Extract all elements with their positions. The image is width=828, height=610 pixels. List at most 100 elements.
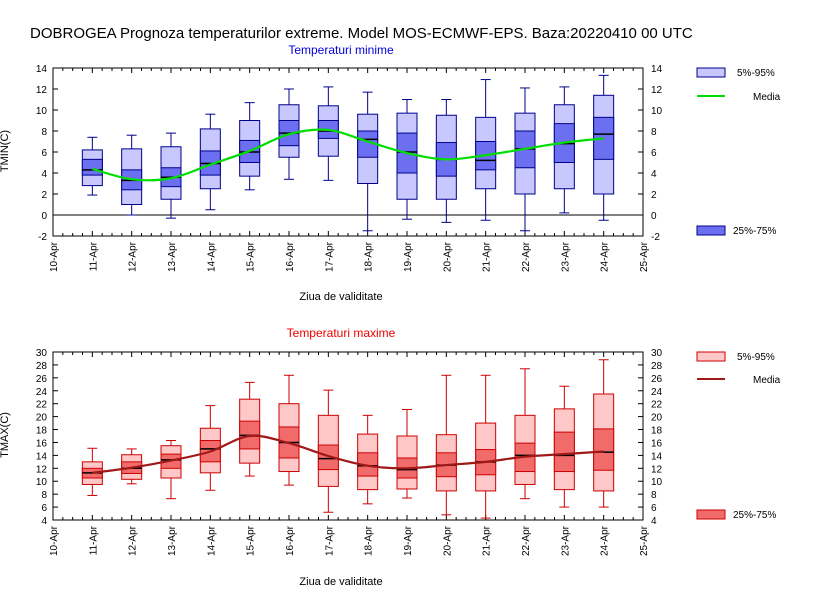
tmin-legend-box-swatch <box>696 225 726 236</box>
tmin-panel: Temperaturi minime TMIN(C) Ziua de valid… <box>0 43 781 303</box>
tmin-ytick-label-right: 12 <box>651 85 663 96</box>
tmax-ytick-label-left: 18 <box>36 426 48 437</box>
tmin-xtick-label: 24-Apr <box>600 241 611 272</box>
tmax-xtick-label: 22-Apr <box>521 525 532 556</box>
tmax-mean-line <box>92 434 604 474</box>
tmin-xtick-label: 18-Apr <box>364 241 375 272</box>
tmax-legend: 5%-95% Media 25%-75% <box>696 351 781 521</box>
tmin-legend-whisker-label: 5%-95% <box>737 68 775 79</box>
tmin-ytick-label-right: 2 <box>651 190 657 201</box>
tmax-chart-title: Temperaturi maxime <box>287 326 396 340</box>
tmax-ytick-label-right: 24 <box>651 387 663 398</box>
tmax-xtick-label: 14-Apr <box>206 525 217 556</box>
tmin-ytick-label-right: 14 <box>651 64 663 75</box>
main-title: DOBROGEA Prognoza temperaturilor extreme… <box>30 25 693 42</box>
tmax-ytick-label-right: 26 <box>651 374 663 385</box>
tmin-legend-whisker-swatch <box>696 67 726 78</box>
tmax-xtick-label: 16-Apr <box>285 525 296 556</box>
tmax-ytick-label-right: 18 <box>651 426 663 437</box>
tmin-p25-p75-box <box>81 158 103 176</box>
tmin-ytick-label-left: -2 <box>38 232 47 243</box>
tmax-p25-p75-box <box>593 428 615 471</box>
tmax-marks <box>81 359 615 519</box>
tmax-xtick-label: 11-Apr <box>88 525 99 555</box>
tmin-xtick-label: 19-Apr <box>403 241 414 272</box>
tmax-ytick-label-left: 24 <box>36 387 48 398</box>
tmax-xtick-label: 15-Apr <box>246 525 257 556</box>
tmax-xtick-label: 10-Apr <box>49 525 60 556</box>
tmin-ytick-label-left: 2 <box>41 190 47 201</box>
tmax-xtick-label: 21-Apr <box>482 525 493 556</box>
tmax-ytick-label-left: 4 <box>41 516 47 527</box>
tmax-ytick-label-right: 12 <box>651 464 663 475</box>
tmin-ytick-label-left: 4 <box>41 169 47 180</box>
tmax-ytick-label-right: 10 <box>651 477 663 488</box>
tmin-xtick-label: 17-Apr <box>324 241 335 272</box>
tmax-xtick-label: 20-Apr <box>442 525 453 556</box>
tmax-y-axis-label: TMAX(C) <box>0 412 11 458</box>
tmax-ytick-label-right: 16 <box>651 438 663 449</box>
tmax-ytick-label-right: 28 <box>651 361 663 372</box>
tmin-xtick-label: 25-Apr <box>639 241 650 272</box>
tmax-ytick-label-right: 8 <box>651 490 657 501</box>
tmax-legend-mean-label: Media <box>753 375 781 386</box>
tmax-ytick-label-left: 10 <box>36 477 48 488</box>
tmax-ytick-label-left: 8 <box>41 490 47 501</box>
tmin-xtick-label: 14-Apr <box>206 241 217 272</box>
tmin-ytick-label-left: 6 <box>41 148 47 159</box>
tmin-xtick-label: 22-Apr <box>521 241 532 272</box>
tmax-xtick-label: 18-Apr <box>364 525 375 556</box>
tmin-xtick-label: 12-Apr <box>128 241 139 272</box>
tmin-ytick-label-right: 0 <box>651 211 657 222</box>
tmax-xtick-label: 12-Apr <box>128 525 139 556</box>
tmax-ytick-label-left: 6 <box>41 503 47 514</box>
tmax-ytick-label-left: 22 <box>36 400 48 411</box>
tmin-legend: 5%-95% Media 25%-75% <box>696 67 781 237</box>
tmin-ytick-label-left: 14 <box>36 64 48 75</box>
tmin-chart-title: Temperaturi minime <box>288 43 394 57</box>
tmin-marks <box>81 74 615 232</box>
tmax-legend-box-label: 25%-75% <box>733 510 776 521</box>
tmin-legend-mean-label: Media <box>753 92 781 103</box>
tmin-xtick-label: 16-Apr <box>285 241 296 272</box>
tmax-ytick-label-right: 30 <box>651 348 663 359</box>
tmax-ytick-label-left: 28 <box>36 361 48 372</box>
tmin-ytick-label-left: 0 <box>41 211 47 222</box>
tmin-xtick-label: 15-Apr <box>246 241 257 272</box>
tmax-legend-whisker-swatch <box>696 351 726 362</box>
tmin-ytick-label-left: 12 <box>36 85 48 96</box>
tmax-ytick-label-left: 20 <box>36 413 48 424</box>
tmax-xtick-label: 25-Apr <box>639 525 650 556</box>
tmax-xtick-label: 17-Apr <box>324 525 335 556</box>
tmin-ytick-label-left: 8 <box>41 127 47 138</box>
tmax-ytick-label-left: 14 <box>36 451 48 462</box>
tmax-ytick-label-right: 4 <box>651 516 657 527</box>
tmin-ytick-label-right: 6 <box>651 148 657 159</box>
tmax-xtick-label: 19-Apr <box>403 525 414 556</box>
tmax-p25-p75-box <box>317 444 339 471</box>
tmin-ytick-label-right: 10 <box>651 106 663 117</box>
tmin-xtick-label: 23-Apr <box>560 241 571 272</box>
tmin-axes: -2 -2 0 0 2 2 4 4 6 6 8 8 10 10 12 12 14 14 10-Apr 11-Apr 12… <box>36 64 663 272</box>
tmax-xtick-label: 13-Apr <box>167 525 178 556</box>
tmax-ytick-label-right: 6 <box>651 503 657 514</box>
tmax-ytick-label-left: 26 <box>36 374 48 385</box>
tmin-y-axis-label: TMIN(C) <box>0 130 11 172</box>
tmax-ytick-label-right: 22 <box>651 400 663 411</box>
tmin-xtick-label: 13-Apr <box>167 241 178 272</box>
tmin-ytick-label-right: 8 <box>651 127 657 138</box>
tmax-xtick-label: 24-Apr <box>600 525 611 556</box>
tmin-xtick-label: 11-Apr <box>88 241 99 271</box>
tmax-ytick-label-left: 12 <box>36 464 48 475</box>
tmin-ytick-label-right: 4 <box>651 169 657 180</box>
tmin-xtick-label: 10-Apr <box>49 241 60 272</box>
tmin-x-axis-label: Ziua de validitate <box>299 291 382 303</box>
tmin-mean-line <box>92 128 604 182</box>
tmax-ytick-label-left: 16 <box>36 438 48 449</box>
tmax-xtick-label: 23-Apr <box>560 525 571 556</box>
tmax-x-axis-label: Ziua de validitate <box>299 576 382 588</box>
tmin-xtick-label: 21-Apr <box>482 241 493 272</box>
tmax-legend-box-swatch <box>696 509 726 520</box>
